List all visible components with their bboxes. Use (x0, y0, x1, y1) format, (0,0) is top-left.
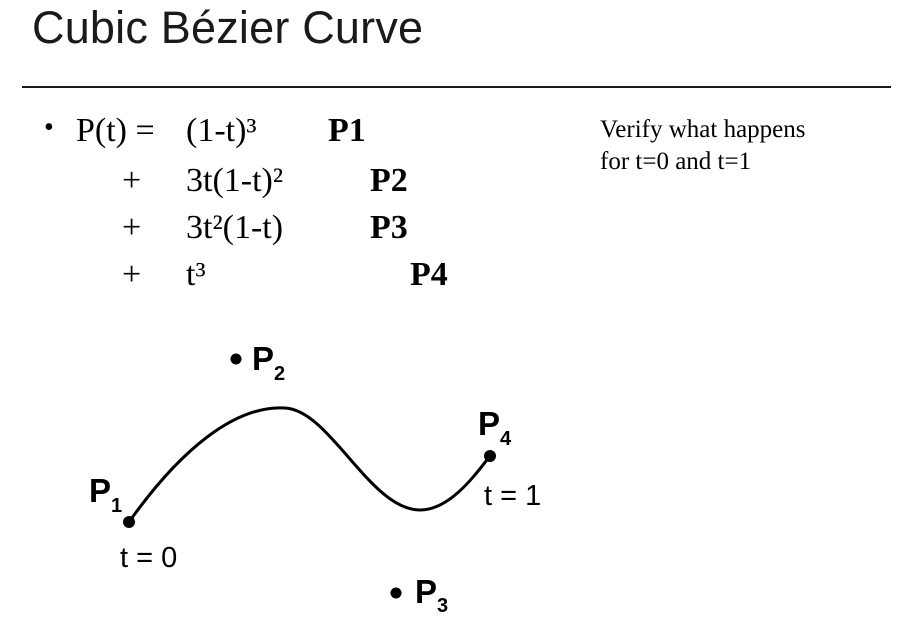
bezier-curve (127, 406, 492, 523)
term-point: P3 (370, 209, 408, 246)
p2-subscript: 2 (274, 363, 285, 385)
page-title: Cubic Bézier Curve (32, 2, 424, 53)
term-sign: + (122, 209, 142, 246)
term-sign: + (122, 256, 142, 293)
term-point: P1 (328, 112, 366, 149)
p3-label: P 3 (415, 573, 448, 617)
p4-subscript: 4 (500, 428, 512, 450)
p2-label: P 2 (252, 340, 285, 385)
term-coefficient: t³ (186, 256, 206, 293)
p1-letter: P (89, 472, 111, 509)
title-divider (22, 86, 891, 88)
term-coefficient: 3t(1-t)² (186, 162, 284, 199)
t1-label: t = 1 (484, 480, 541, 512)
p4-letter: P (478, 405, 500, 442)
p2-letter: P (252, 340, 274, 377)
p3-letter: P (415, 573, 437, 610)
p3-subscript: 3 (437, 595, 448, 617)
bullet: • (44, 112, 54, 143)
p1-label: P 1 (89, 472, 122, 517)
p4-dot (484, 450, 496, 462)
formula-lhs: P(t) = (76, 112, 155, 149)
term-coefficient: 3t²(1-t) (186, 209, 284, 246)
verify-note: Verify what happens for t=0 and t=1 (600, 116, 806, 175)
p4-label: P 4 (478, 405, 512, 450)
term-point: P2 (370, 162, 408, 199)
term-point: P4 (410, 256, 448, 293)
p2-dot (230, 353, 242, 365)
p1-subscript: 1 (111, 495, 122, 517)
term-sign: + (122, 162, 142, 199)
p1-dot (123, 516, 135, 528)
p3-dot (390, 587, 402, 599)
t0-label: t = 0 (120, 542, 177, 574)
term-coefficient: (1-t)³ (186, 112, 257, 149)
